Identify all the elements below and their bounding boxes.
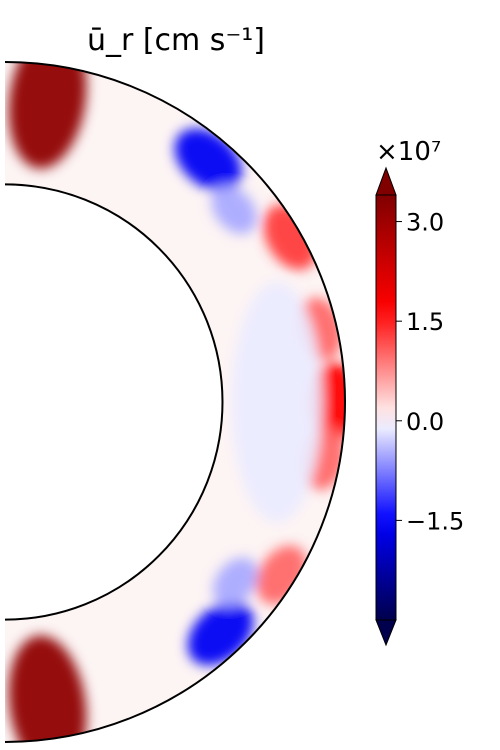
colorbar-tick-label: 3.0 (406, 209, 444, 237)
feature-interior-weak-downflow (232, 282, 322, 522)
feature-southern-downflow-patch (213, 557, 258, 607)
colorbar: ×10⁷ 3.0 1.5 0.0 −1.5 (375, 137, 464, 647)
plot-title: ū_r [cm s⁻¹] (87, 23, 265, 58)
outer-boundary (4, 61, 346, 743)
colorbar-multiplier: ×10⁷ (376, 137, 441, 167)
colorbar-extend-max (375, 166, 397, 196)
colorbar-extend-min (375, 619, 397, 647)
colorbar-ticks: 3.0 1.5 0.0 −1.5 (396, 209, 464, 535)
colorbar-tick-label: 0.0 (406, 408, 444, 436)
feature-equatorial-upflow (308, 363, 345, 441)
feature-northern-downflow-patch (211, 185, 257, 234)
colorbar-gradient (375, 194, 397, 621)
meridional-plot (4, 61, 346, 743)
colorbar-tick-label: −1.5 (406, 507, 464, 535)
inner-boundary (4, 183, 224, 621)
feature-northern-downflow (174, 128, 242, 192)
colorbar-tick-label: 1.5 (406, 308, 444, 336)
